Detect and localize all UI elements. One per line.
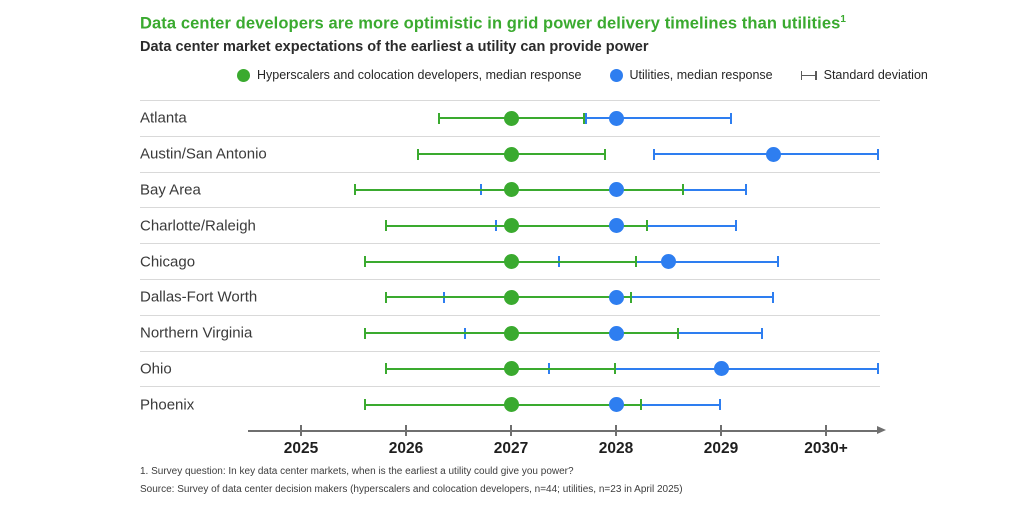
chart-rows: Atlanta Austin/San Antonio Bay Area Charlot… <box>140 100 880 422</box>
legend-item-utilities: Utilities, median response <box>609 68 773 82</box>
x-axis-label: 2027 <box>493 440 529 457</box>
utility-median-dot <box>608 218 624 234</box>
utility-median-dot <box>608 289 624 305</box>
x-axis-tick <box>720 425 722 436</box>
chart-row: Chicago <box>140 243 880 279</box>
chart-row: Northern Virginia <box>140 314 880 351</box>
developer-dot-icon <box>237 68 250 82</box>
legend-label: Hyperscalers and colocation developers, … <box>257 68 582 82</box>
market-label: Ohio <box>140 360 172 378</box>
chart-row: Bay Area <box>140 171 880 208</box>
chart-row: Charlotte/Raleigh <box>140 207 880 243</box>
developer-median-dot <box>503 254 519 270</box>
utility-median-dot <box>713 361 729 377</box>
market-label: Northern Virginia <box>140 324 253 342</box>
chart-row: Phoenix <box>140 386 880 422</box>
market-label: Phoenix <box>140 396 195 414</box>
market-label: Charlotte/Raleigh <box>140 217 256 235</box>
market-label: Austin/San Antonio <box>140 145 267 163</box>
x-axis-tick <box>300 425 302 436</box>
x-axis-label: 2026 <box>388 440 424 457</box>
x-axis-tick <box>825 425 827 436</box>
developer-median-dot <box>503 146 519 162</box>
x-axis-label: 2029 <box>703 440 739 457</box>
x-axis-line <box>248 430 878 432</box>
developer-median-dot <box>503 397 519 413</box>
developer-median-dot <box>503 289 519 305</box>
legend-label: Standard deviation <box>823 68 928 82</box>
utility-median-dot <box>608 110 624 126</box>
x-axis-tick <box>615 425 617 436</box>
x-axis-arrow-icon <box>877 426 886 434</box>
x-axis-label: 2028 <box>598 440 634 457</box>
x-axis-label: 2030+ <box>804 440 848 457</box>
chart-row: Atlanta <box>140 100 880 136</box>
utility-median-dot <box>608 397 624 413</box>
x-axis-tick <box>510 425 512 436</box>
footnote-survey-question: 1. Survey question: In key data center m… <box>140 466 574 477</box>
legend-item-stddev: Standard deviation <box>800 68 928 82</box>
developer-median-dot <box>503 110 519 126</box>
market-label: Chicago <box>140 253 196 271</box>
title-footnote-marker: 1 <box>840 14 847 25</box>
chart-row: Ohio <box>140 350 880 387</box>
market-label: Atlanta <box>140 109 187 127</box>
market-label: Bay Area <box>140 181 201 199</box>
utility-median-dot <box>608 182 624 198</box>
developer-median-dot <box>503 218 519 234</box>
error-bar-icon <box>800 70 817 80</box>
utility-dot-icon <box>609 68 623 82</box>
x-axis-label: 2025 <box>283 440 319 457</box>
title-text: Data center developers are more optimist… <box>140 14 841 33</box>
utility-median-dot <box>661 254 676 270</box>
developer-median-dot <box>503 361 519 377</box>
x-axis-tick <box>405 425 407 436</box>
utility-median-dot <box>608 325 624 341</box>
chart-subtitle: Data center market expectations of the e… <box>140 39 649 55</box>
footnote-source: Source: Survey of data center decision m… <box>140 484 683 495</box>
legend: Hyperscalers and colocation developers, … <box>237 68 928 82</box>
legend-label: Utilities, median response <box>629 68 773 82</box>
chart-row: Dallas-Fort Worth <box>140 278 880 315</box>
developer-median-dot <box>503 182 519 198</box>
chart-row: Austin/San Antonio <box>140 135 880 172</box>
page-title: Data center developers are more optimist… <box>140 14 846 34</box>
market-label: Dallas-Fort Worth <box>140 288 258 306</box>
developer-median-dot <box>503 325 519 341</box>
utility-median-dot <box>766 146 781 162</box>
legend-item-developers: Hyperscalers and colocation developers, … <box>237 68 582 82</box>
